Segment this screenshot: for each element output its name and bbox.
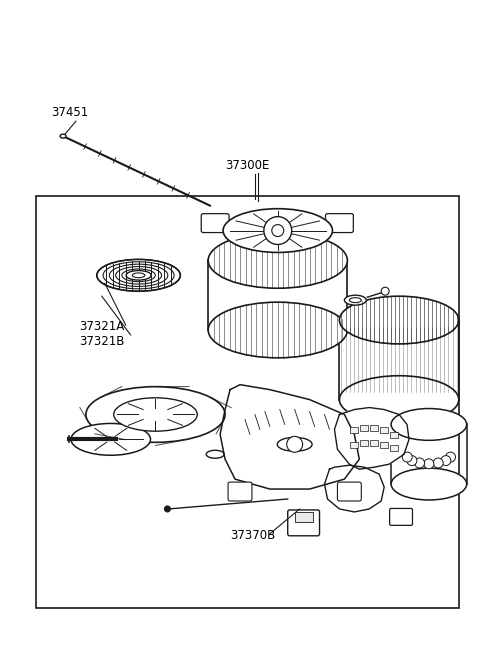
Ellipse shape <box>97 259 180 291</box>
Bar <box>380 442 388 448</box>
Polygon shape <box>324 465 384 512</box>
Circle shape <box>433 458 443 468</box>
Circle shape <box>407 456 417 466</box>
Circle shape <box>165 506 170 512</box>
Ellipse shape <box>344 295 366 305</box>
Bar <box>36 195 459 608</box>
FancyBboxPatch shape <box>390 508 412 525</box>
Bar <box>380 428 388 434</box>
Circle shape <box>415 458 424 468</box>
Circle shape <box>424 459 434 469</box>
Ellipse shape <box>208 233 348 288</box>
Circle shape <box>441 456 451 466</box>
FancyBboxPatch shape <box>201 214 229 233</box>
Text: 37321A: 37321A <box>79 320 124 333</box>
Bar <box>390 445 398 451</box>
Circle shape <box>272 224 284 237</box>
FancyBboxPatch shape <box>288 510 320 536</box>
Ellipse shape <box>126 270 151 280</box>
Polygon shape <box>335 407 409 469</box>
Text: 37370B: 37370B <box>230 529 276 542</box>
Ellipse shape <box>86 386 225 442</box>
Ellipse shape <box>71 423 151 455</box>
Ellipse shape <box>223 209 333 253</box>
Bar <box>370 440 378 446</box>
Bar <box>360 440 368 446</box>
Ellipse shape <box>208 302 348 358</box>
Bar <box>295 512 312 522</box>
Ellipse shape <box>349 298 361 302</box>
Ellipse shape <box>339 376 459 423</box>
FancyBboxPatch shape <box>337 482 361 501</box>
Ellipse shape <box>391 409 467 440</box>
Circle shape <box>381 287 389 295</box>
Ellipse shape <box>114 398 197 431</box>
Bar <box>390 432 398 438</box>
Circle shape <box>445 452 456 462</box>
Circle shape <box>287 436 302 452</box>
FancyBboxPatch shape <box>325 214 353 233</box>
Circle shape <box>264 216 292 245</box>
Ellipse shape <box>206 450 224 459</box>
Bar <box>350 442 358 448</box>
Text: 37321B: 37321B <box>79 335 124 348</box>
FancyBboxPatch shape <box>228 482 252 501</box>
Ellipse shape <box>277 438 312 451</box>
Ellipse shape <box>60 134 66 138</box>
Polygon shape <box>220 384 360 489</box>
Text: 37300E: 37300E <box>225 159 269 172</box>
Circle shape <box>402 452 412 462</box>
Bar <box>360 426 368 432</box>
Ellipse shape <box>132 273 145 277</box>
Bar <box>370 426 378 432</box>
Ellipse shape <box>339 297 459 344</box>
Ellipse shape <box>391 468 467 500</box>
Text: 37451: 37451 <box>51 106 88 119</box>
Bar <box>350 428 358 434</box>
